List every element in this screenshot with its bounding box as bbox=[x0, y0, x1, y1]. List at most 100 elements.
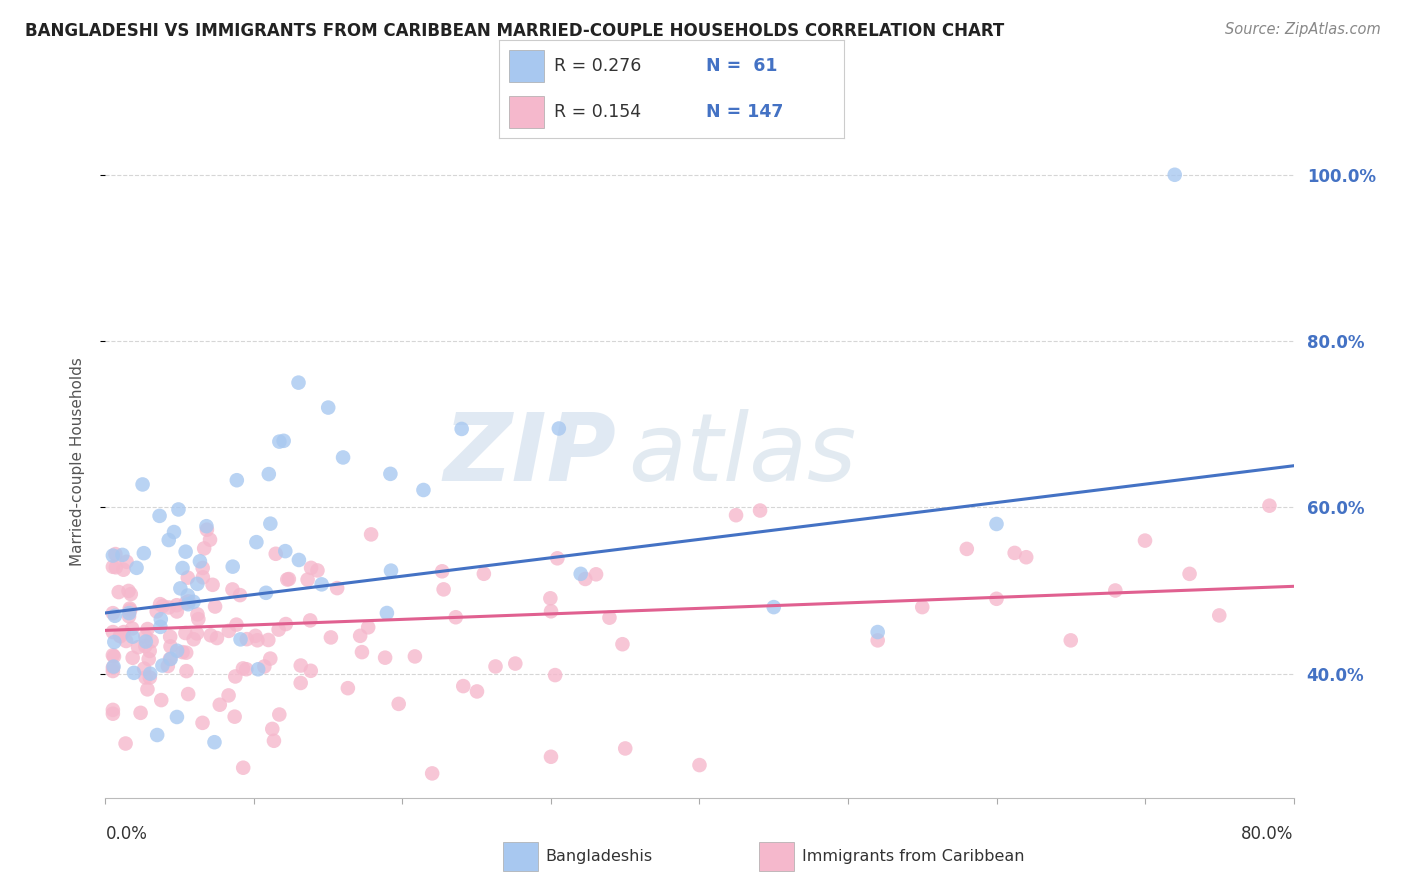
Point bbox=[141, 634, 163, 648]
Point bbox=[139, 666, 162, 681]
Point bbox=[172, 561, 194, 575]
Point bbox=[375, 606, 398, 620]
Point bbox=[262, 722, 284, 736]
Point bbox=[273, 434, 295, 448]
Point bbox=[110, 629, 132, 643]
Point bbox=[191, 715, 214, 730]
Point bbox=[299, 614, 322, 628]
Point bbox=[118, 606, 141, 620]
Point bbox=[149, 620, 172, 634]
FancyBboxPatch shape bbox=[509, 50, 544, 82]
Point bbox=[200, 628, 222, 642]
Point bbox=[290, 658, 312, 673]
Point bbox=[547, 421, 569, 435]
Bar bbox=[503, 842, 537, 871]
Point bbox=[174, 626, 197, 640]
Point bbox=[444, 610, 467, 624]
Point bbox=[299, 561, 322, 575]
Point bbox=[404, 649, 426, 664]
Point bbox=[103, 659, 125, 673]
Point bbox=[157, 600, 180, 615]
Point bbox=[172, 645, 194, 659]
Point bbox=[465, 684, 488, 698]
Point bbox=[149, 597, 172, 611]
Point bbox=[247, 662, 270, 676]
Point bbox=[1104, 583, 1126, 598]
Point bbox=[218, 689, 240, 703]
Point bbox=[127, 640, 149, 655]
Point bbox=[138, 644, 160, 658]
Point bbox=[986, 516, 1008, 531]
Point bbox=[174, 544, 197, 558]
Point bbox=[120, 603, 142, 617]
Point bbox=[326, 581, 349, 595]
Point bbox=[224, 709, 246, 723]
Point bbox=[195, 523, 218, 537]
Point bbox=[420, 766, 443, 780]
Point bbox=[204, 735, 226, 749]
Text: R = 0.276: R = 0.276 bbox=[554, 57, 641, 75]
Point bbox=[186, 577, 208, 591]
Point bbox=[177, 594, 200, 608]
Text: Immigrants from Caribbean: Immigrants from Caribbean bbox=[801, 849, 1025, 864]
Text: N = 147: N = 147 bbox=[706, 103, 783, 120]
Point bbox=[159, 640, 181, 654]
Point bbox=[218, 624, 240, 638]
Point bbox=[1133, 533, 1156, 548]
Point bbox=[188, 554, 211, 568]
Point bbox=[166, 710, 188, 724]
Point bbox=[159, 652, 181, 666]
Point bbox=[152, 658, 174, 673]
Point bbox=[191, 561, 214, 575]
Point bbox=[450, 422, 472, 436]
Point bbox=[725, 508, 748, 523]
Point bbox=[136, 682, 159, 697]
Point bbox=[157, 533, 180, 547]
Point bbox=[177, 597, 200, 611]
Point bbox=[138, 652, 160, 666]
Point bbox=[538, 591, 561, 606]
Point bbox=[115, 634, 138, 648]
Point bbox=[574, 572, 596, 586]
Point bbox=[254, 586, 277, 600]
Point bbox=[264, 547, 287, 561]
FancyBboxPatch shape bbox=[509, 96, 544, 128]
Text: 0.0%: 0.0% bbox=[105, 825, 148, 843]
Text: BANGLADESHI VS IMMIGRANTS FROM CARIBBEAN MARRIED-COUPLE HOUSEHOLDS CORRELATION C: BANGLADESHI VS IMMIGRANTS FROM CARIBBEAN… bbox=[25, 22, 1004, 40]
Point bbox=[101, 625, 124, 640]
Point bbox=[332, 450, 354, 465]
Point bbox=[120, 587, 142, 601]
Point bbox=[236, 632, 259, 647]
Point bbox=[911, 600, 934, 615]
Point bbox=[225, 617, 247, 632]
Point bbox=[169, 582, 191, 596]
Point bbox=[134, 639, 156, 653]
Point bbox=[136, 622, 159, 636]
Point bbox=[135, 670, 157, 684]
Point bbox=[111, 548, 134, 562]
Point bbox=[121, 650, 143, 665]
Point bbox=[176, 664, 198, 678]
Point bbox=[1178, 566, 1201, 581]
Point bbox=[129, 706, 152, 720]
Point bbox=[145, 604, 167, 618]
Point bbox=[132, 546, 155, 560]
Y-axis label: Married-couple Households: Married-couple Households bbox=[70, 357, 84, 566]
Point bbox=[257, 467, 280, 481]
Point bbox=[156, 659, 179, 673]
Point bbox=[186, 607, 208, 622]
Point bbox=[131, 477, 153, 491]
Point bbox=[166, 598, 188, 612]
Point bbox=[104, 560, 127, 574]
Point bbox=[187, 612, 209, 626]
Point bbox=[112, 625, 135, 640]
Point bbox=[101, 648, 124, 663]
Point bbox=[380, 467, 402, 481]
Point bbox=[159, 630, 181, 644]
Point bbox=[259, 516, 281, 531]
Text: atlas: atlas bbox=[628, 409, 856, 500]
Point bbox=[433, 582, 456, 597]
Point bbox=[1060, 633, 1083, 648]
Point bbox=[451, 679, 474, 693]
Point bbox=[374, 650, 396, 665]
